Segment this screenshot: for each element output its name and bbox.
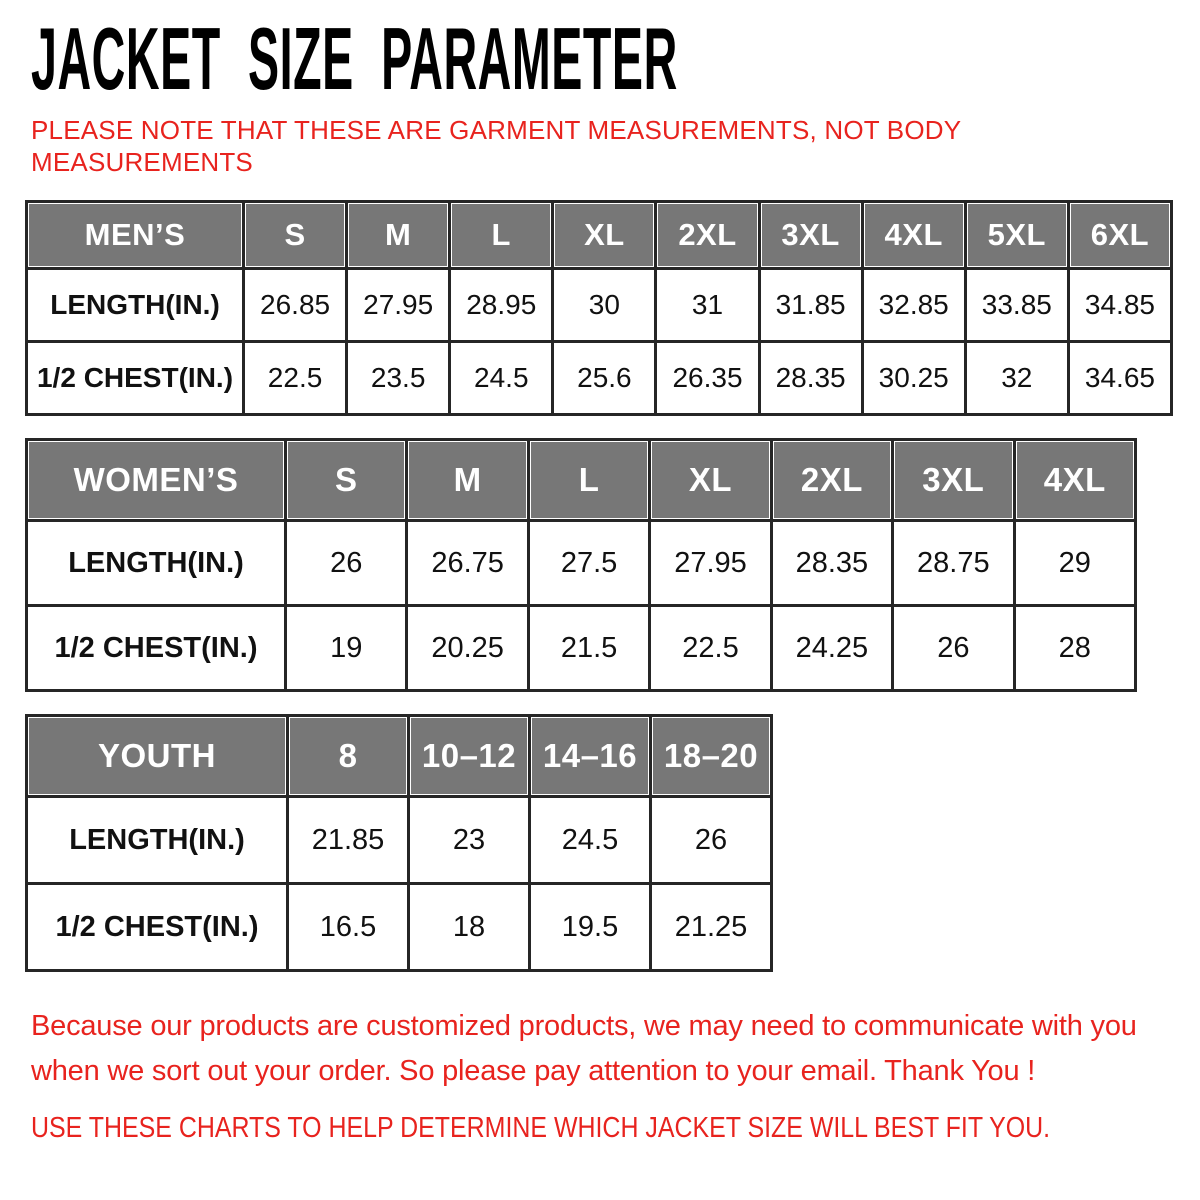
size-header-cell: 2XL [772, 441, 892, 519]
measurement-cell: 19 [287, 607, 406, 689]
table-title-cell: MEN’S [28, 203, 242, 267]
measurement-cell: 23.5 [348, 343, 449, 413]
size-header-cell: XL [651, 441, 770, 519]
row-label-cell: 1/2 CHEST(IN.) [28, 607, 284, 689]
measurement-cell: 30 [554, 270, 655, 340]
measurement-cell: 32 [966, 343, 1067, 413]
measurement-cell: 26.35 [657, 343, 758, 413]
measurement-cell: 24.5 [451, 343, 552, 413]
size-header-cell: M [408, 441, 527, 519]
size-header-cell: S [245, 203, 346, 267]
womens-size-table: WOMEN’S S M L XL 2XL 3XL 4XL LENGTH(IN.) 26 26.75 2… [25, 438, 1137, 692]
measurement-cell: 28.95 [451, 270, 552, 340]
measurement-cell: 28.35 [760, 343, 861, 413]
measurement-cell: 19.5 [531, 885, 649, 969]
size-header-cell: L [529, 441, 649, 519]
fit-advice-line: USE THESE CHARTS TO HELP DETERMINE WHICH… [31, 1112, 1051, 1144]
table-title-cell: YOUTH [28, 717, 286, 795]
size-header-row: MEN’S S M L XL 2XL 3XL 4XL 5XL 6XL [28, 203, 1170, 267]
measurement-cell: 32.85 [863, 270, 964, 340]
size-header-cell: L [451, 203, 552, 267]
size-header-cell: M [348, 203, 449, 267]
measurement-cell: 34.65 [1069, 343, 1170, 413]
customization-notice: Because our products are customized prod… [31, 1004, 1175, 1094]
row-label-cell: LENGTH(IN.) [28, 270, 242, 340]
measurement-cell: 28.35 [772, 522, 892, 604]
size-header-cell: 4XL [863, 203, 964, 267]
measurement-row: 1/2 CHEST(IN.) 19 20.25 21.5 22.5 24.25 26 28 [28, 607, 1134, 689]
measurement-cell: 22.5 [245, 343, 346, 413]
measurement-cell: 21.25 [652, 885, 770, 969]
measurement-cell: 24.5 [531, 798, 649, 882]
size-header-cell: 6XL [1069, 203, 1170, 267]
garment-note-line: MEASUREMENTS [31, 147, 253, 177]
table-title-cell: WOMEN’S [28, 441, 284, 519]
measurement-row: LENGTH(IN.) 21.85 23 24.5 26 [28, 798, 770, 882]
row-label-cell: 1/2 CHEST(IN.) [28, 885, 286, 969]
measurement-cell: 16.5 [289, 885, 407, 969]
measurement-cell: 31 [657, 270, 758, 340]
measurement-cell: 26.85 [245, 270, 346, 340]
measurement-cell: 20.25 [408, 607, 527, 689]
youth-size-table: YOUTH 8 10–12 14–16 18–20 LENGTH(IN.) 21.85 23 2… [25, 714, 773, 972]
measurement-cell: 26.75 [408, 522, 527, 604]
row-label-cell: LENGTH(IN.) [28, 798, 286, 882]
size-header-cell: S [287, 441, 406, 519]
measurement-cell: 26 [287, 522, 406, 604]
customization-notice-line: when we sort out your order. So please p… [31, 1055, 1036, 1087]
measurement-cell: 34.85 [1069, 270, 1170, 340]
size-header-cell: 5XL [966, 203, 1067, 267]
measurement-cell: 26 [894, 607, 1013, 689]
garment-note: PLEASE NOTE THAT THESE ARE GARMENT MEASU… [31, 114, 1175, 178]
size-header-row: YOUTH 8 10–12 14–16 18–20 [28, 717, 770, 795]
measurement-cell: 29 [1015, 522, 1134, 604]
size-header-cell: 14–16 [531, 717, 649, 795]
measurement-cell: 33.85 [966, 270, 1067, 340]
measurement-cell: 27.5 [529, 522, 649, 604]
measurement-cell: 23 [410, 798, 528, 882]
measurement-cell: 24.25 [772, 607, 892, 689]
measurement-cell: 26 [652, 798, 770, 882]
measurement-cell: 31.85 [760, 270, 861, 340]
size-header-cell: 3XL [760, 203, 861, 267]
measurement-cell: 30.25 [863, 343, 964, 413]
measurement-cell: 21.85 [289, 798, 407, 882]
measurement-row: LENGTH(IN.) 26.85 27.95 28.95 30 31 31.85 32.85… [28, 270, 1170, 340]
measurement-cell: 22.5 [651, 607, 770, 689]
size-header-cell: 18–20 [652, 717, 770, 795]
size-header-cell: XL [554, 203, 655, 267]
mens-size-table: MEN’S S M L XL 2XL 3XL 4XL 5XL 6XL LENGTH(IN.) 26.8… [25, 200, 1173, 416]
measurement-row: 1/2 CHEST(IN.) 22.5 23.5 24.5 25.6 26.35 28.35… [28, 343, 1170, 413]
size-header-cell: 2XL [657, 203, 758, 267]
measurement-cell: 21.5 [529, 607, 649, 689]
garment-note-line: PLEASE NOTE THAT THESE ARE GARMENT MEASU… [31, 115, 962, 145]
page-title: JACKET SIZE PARAMETER [31, 9, 678, 108]
measurement-cell: 18 [410, 885, 528, 969]
measurement-row: LENGTH(IN.) 26 26.75 27.5 27.95 28.35 28.75 29 [28, 522, 1134, 604]
customization-notice-line: Because our products are customized prod… [31, 1010, 1137, 1042]
size-header-cell: 10–12 [410, 717, 528, 795]
measurement-cell: 28.75 [894, 522, 1013, 604]
row-label-cell: LENGTH(IN.) [28, 522, 284, 604]
measurement-cell: 27.95 [348, 270, 449, 340]
measurement-row: 1/2 CHEST(IN.) 16.5 18 19.5 21.25 [28, 885, 770, 969]
row-label-cell: 1/2 CHEST(IN.) [28, 343, 242, 413]
size-header-cell: 8 [289, 717, 407, 795]
size-header-cell: 4XL [1015, 441, 1134, 519]
size-header-row: WOMEN’S S M L XL 2XL 3XL 4XL [28, 441, 1134, 519]
measurement-cell: 27.95 [651, 522, 770, 604]
measurement-cell: 25.6 [554, 343, 655, 413]
size-header-cell: 3XL [894, 441, 1013, 519]
measurement-cell: 28 [1015, 607, 1134, 689]
